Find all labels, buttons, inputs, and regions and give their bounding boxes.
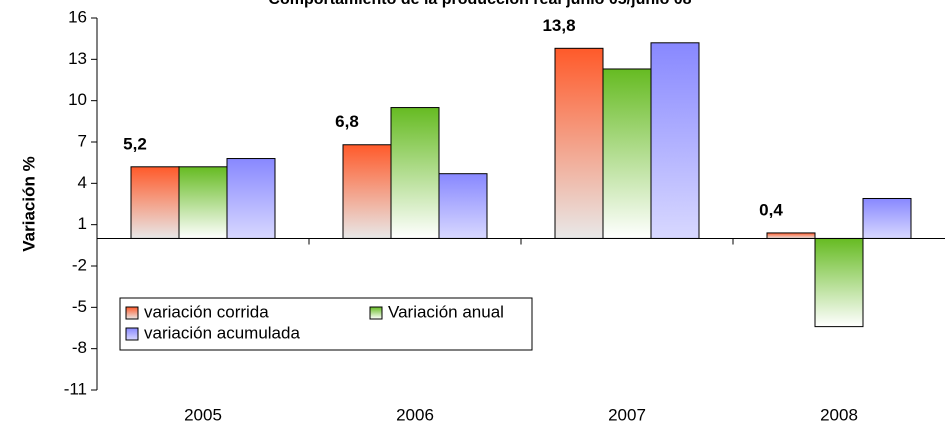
y-tick-label: 13 <box>68 49 87 68</box>
y-tick-label: -11 <box>64 379 87 398</box>
bar <box>342 144 392 239</box>
legend-swatch <box>369 306 383 320</box>
bar <box>862 197 912 239</box>
bar <box>390 107 440 239</box>
data-label: 6,8 <box>335 112 359 131</box>
legend-label: variación acumulada <box>144 323 300 342</box>
x-tick-label: 2006 <box>396 405 434 424</box>
bar <box>650 42 700 239</box>
legend-label: variación corrida <box>144 302 269 321</box>
bar <box>554 47 604 239</box>
bar <box>130 166 180 239</box>
y-axis-label: Variación % <box>19 156 38 251</box>
x-tick-label: 2008 <box>820 405 858 424</box>
x-tick-label: 2007 <box>608 405 646 424</box>
y-tick-label: 7 <box>78 131 87 150</box>
y-tick-label: 10 <box>68 90 87 109</box>
y-tick-label: 1 <box>78 214 87 233</box>
y-tick-label: 4 <box>78 173 87 192</box>
legend-label: Variación anual <box>388 302 504 321</box>
y-tick-label: -8 <box>72 338 87 357</box>
legend-swatch <box>125 306 139 320</box>
x-tick-label: 2005 <box>184 405 222 424</box>
bar <box>766 232 816 239</box>
bar <box>178 166 228 239</box>
bar <box>438 173 488 239</box>
y-tick-label: -5 <box>72 297 87 316</box>
legend-box <box>119 297 533 351</box>
legend-swatch <box>125 327 139 341</box>
bar <box>226 158 276 239</box>
bar <box>602 68 652 239</box>
data-label: 5,2 <box>123 134 147 153</box>
chart-title: Comportamiento de la producción real jun… <box>268 0 691 8</box>
data-label: 13,8 <box>542 16 575 35</box>
bar <box>814 237 864 328</box>
y-tick-label: 16 <box>68 7 87 26</box>
y-tick-label: -2 <box>72 255 87 274</box>
data-label: 0,4 <box>759 200 783 219</box>
